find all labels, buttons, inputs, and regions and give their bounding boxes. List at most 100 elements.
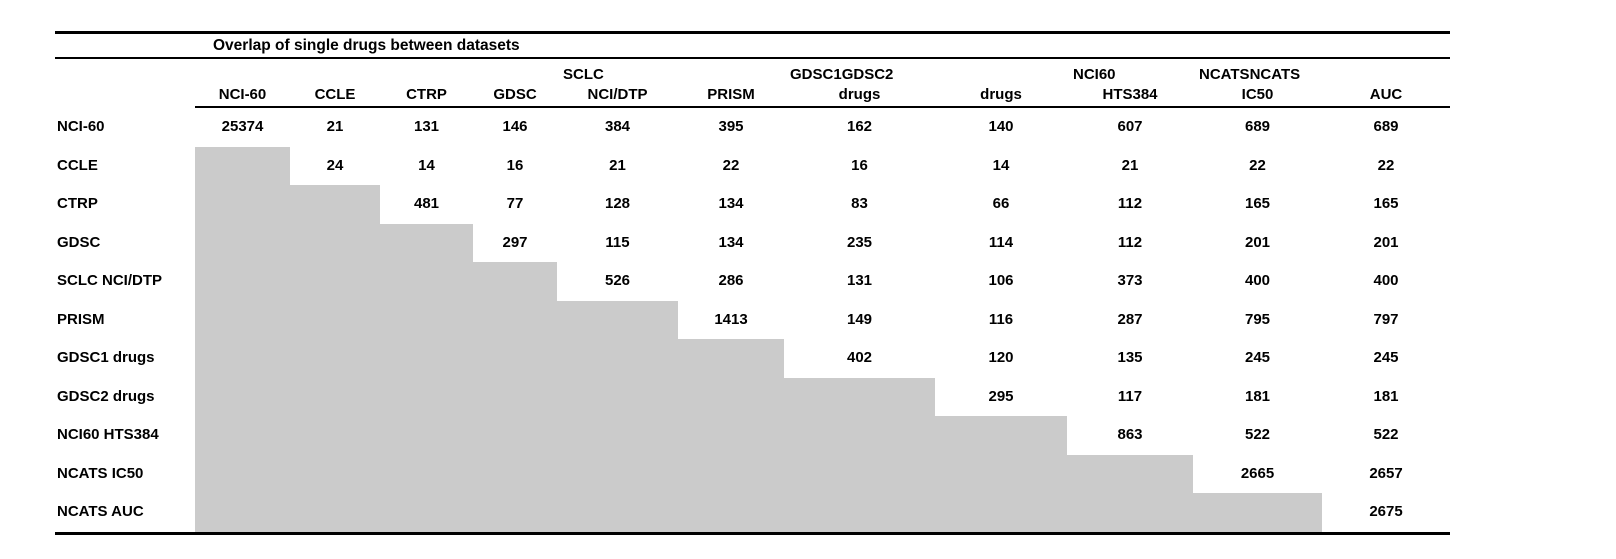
cell-value: 83 bbox=[851, 195, 868, 212]
cell-value: 689 bbox=[1373, 118, 1399, 135]
column-group-label: NCATS bbox=[1199, 66, 1250, 83]
cell-masked bbox=[290, 377, 380, 416]
column-group-label: SCLC bbox=[563, 66, 604, 83]
cell-value: 607 bbox=[1117, 118, 1143, 135]
cell-masked bbox=[557, 300, 678, 339]
column-group-spacer bbox=[290, 59, 380, 83]
column-group-inner bbox=[479, 59, 551, 83]
cell-value: 165 bbox=[1373, 195, 1399, 212]
column-group-inner bbox=[201, 59, 284, 83]
cell-value: 384 bbox=[604, 118, 631, 135]
cell-masked bbox=[678, 339, 784, 378]
cell-value: 526 bbox=[604, 272, 631, 289]
column-header: AUC bbox=[1322, 83, 1450, 108]
cell-masked bbox=[380, 377, 473, 416]
cell-masked bbox=[195, 185, 290, 224]
cell-value: 287 bbox=[1117, 310, 1143, 328]
column-header: IC50 bbox=[1193, 83, 1322, 108]
cell-value: 2675 bbox=[1369, 503, 1403, 520]
cell-masked bbox=[290, 185, 380, 224]
column-header: CTRP bbox=[380, 83, 473, 108]
cell-value: 201 bbox=[1373, 233, 1399, 251]
row-label: GDSC bbox=[57, 233, 101, 251]
cell-masked bbox=[473, 416, 557, 455]
row-label: GDSC1 drugs bbox=[57, 349, 155, 366]
cell-masked bbox=[290, 454, 380, 493]
cell-value: 235 bbox=[846, 233, 873, 251]
row-label: GDSC2 drugs bbox=[57, 387, 155, 405]
column-group-inner bbox=[386, 59, 467, 83]
column-header-row: NCI-60 CCLE CTRP GDSC NCI/DTP PRISM drugs drugs… bbox=[55, 83, 1450, 108]
cell-masked bbox=[557, 377, 678, 416]
column-header: HTS384 bbox=[1067, 83, 1193, 108]
column-group-inner: GDSC1 GDSC2 bbox=[790, 59, 1061, 83]
cell-value: 131 bbox=[846, 272, 873, 289]
cell-value: 115 bbox=[605, 233, 630, 251]
cell-value: 863 bbox=[1117, 426, 1143, 443]
cell-value: 201 bbox=[1244, 233, 1271, 251]
cell-value: 2657 bbox=[1369, 464, 1403, 482]
cell-value: 297 bbox=[502, 233, 528, 251]
cell-value: 21 bbox=[609, 156, 626, 174]
cell-value: 245 bbox=[1373, 349, 1399, 366]
column-header: drugs bbox=[784, 83, 935, 108]
cell-masked bbox=[195, 416, 290, 455]
cell-value: 24 bbox=[326, 156, 344, 174]
cell-value: 120 bbox=[988, 349, 1014, 366]
cell-value: 22 bbox=[1377, 156, 1395, 174]
column-header: drugs bbox=[935, 83, 1067, 108]
cell-masked bbox=[1067, 493, 1193, 532]
column-group-label: GDSC1 bbox=[790, 66, 842, 83]
cell-masked bbox=[935, 454, 1067, 493]
cell-value: 1413 bbox=[714, 310, 748, 328]
row-label: CCLE bbox=[57, 156, 98, 174]
cell-masked bbox=[195, 223, 290, 262]
cell-value: 16 bbox=[851, 156, 868, 174]
cell-value: 181 bbox=[1373, 387, 1399, 405]
cell-value: 689 bbox=[1244, 118, 1271, 135]
cell-value: 149 bbox=[846, 310, 873, 328]
cell-masked bbox=[473, 454, 557, 493]
cell-value: 131 bbox=[413, 118, 440, 135]
cell-value: 162 bbox=[846, 118, 873, 135]
cell-masked bbox=[380, 262, 473, 301]
cell-value: 286 bbox=[718, 272, 744, 289]
cell-masked bbox=[784, 454, 935, 493]
cell-masked bbox=[380, 339, 473, 378]
cell-masked bbox=[557, 416, 678, 455]
cell-value: 77 bbox=[506, 195, 524, 212]
cell-value: 22 bbox=[1249, 156, 1266, 174]
table-top-rule bbox=[55, 31, 1450, 34]
cell-value: 22 bbox=[722, 156, 740, 174]
cell-value: 795 bbox=[1244, 310, 1271, 328]
cell-masked bbox=[678, 493, 784, 532]
cell-value: 2665 bbox=[1240, 464, 1275, 482]
cell-masked bbox=[678, 416, 784, 455]
row-label: CTRP bbox=[57, 195, 98, 212]
column-header: NCI/DTP bbox=[557, 83, 678, 108]
cell-value: 112 bbox=[1117, 195, 1143, 212]
cell-value: 116 bbox=[988, 310, 1014, 328]
cell-value: 165 bbox=[1244, 195, 1271, 212]
column-group-inner bbox=[296, 59, 374, 83]
row-label: NCATS AUC bbox=[57, 503, 144, 520]
table-title: Overlap of single drugs between datasets bbox=[213, 37, 520, 54]
cell-masked bbox=[557, 493, 678, 532]
cell-masked bbox=[473, 262, 557, 301]
overlap-table: Overlap of single drugs between datasets… bbox=[55, 31, 1450, 535]
cell-masked bbox=[678, 454, 784, 493]
column-group-header: NCATS NCATS bbox=[1193, 59, 1450, 83]
column-group-spacer bbox=[195, 59, 290, 83]
cell-value: 481 bbox=[413, 195, 440, 212]
cell-value: 14 bbox=[992, 156, 1010, 174]
cell-masked bbox=[290, 339, 380, 378]
cell-value: 146 bbox=[502, 118, 528, 135]
column-group-label: GDSC2 bbox=[841, 66, 894, 83]
cell-masked bbox=[678, 377, 784, 416]
column-header: CCLE bbox=[290, 83, 380, 108]
table-body: NCI-60 25374 21 131 146 384 395 162 140 607 689 689… bbox=[55, 108, 1450, 532]
cell-masked bbox=[290, 300, 380, 339]
cell-value: 128 bbox=[604, 195, 631, 212]
column-header: PRISM bbox=[678, 83, 784, 108]
